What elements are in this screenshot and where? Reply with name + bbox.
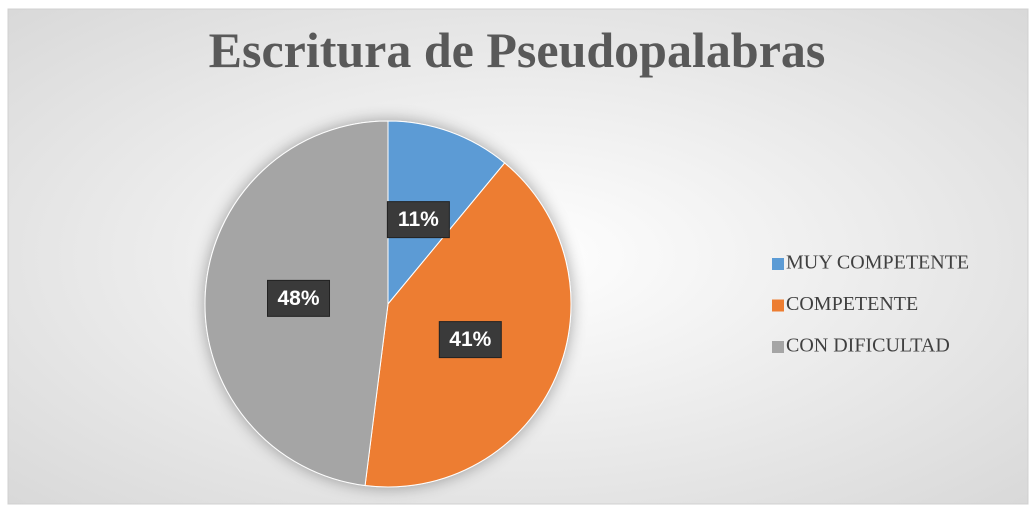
legend-label: CON DIFICULTAD xyxy=(786,335,950,357)
data-label: 41% xyxy=(449,328,491,351)
pie xyxy=(204,120,572,488)
data-labels: 11% 41% 48% xyxy=(267,201,502,359)
legend-swatch xyxy=(772,341,784,353)
chart-title: Escritura de Pseudopalabras xyxy=(209,22,826,78)
data-label-box xyxy=(386,201,450,239)
legend: MUY COMPETENTE COMPETENTE CON DIFICULTAD xyxy=(772,252,969,357)
data-label: 48% xyxy=(277,287,319,310)
data-label-box xyxy=(267,279,331,317)
legend-swatch xyxy=(772,299,784,312)
legend-label: MUY COMPETENTE xyxy=(786,252,969,274)
legend-label: COMPETENTE xyxy=(786,293,918,315)
data-label-box xyxy=(438,321,502,359)
data-label: 11% xyxy=(398,208,439,231)
legend-swatch xyxy=(772,258,784,270)
